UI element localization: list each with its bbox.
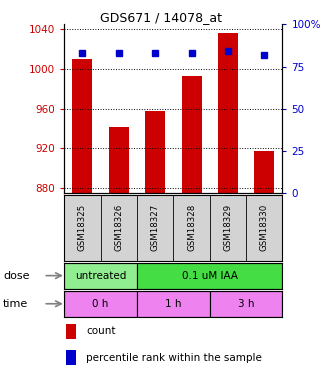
Bar <box>64 291 137 317</box>
Text: GSM18328: GSM18328 <box>187 204 196 251</box>
Bar <box>109 127 129 193</box>
Bar <box>210 291 282 317</box>
Bar <box>218 33 238 193</box>
Bar <box>137 291 210 317</box>
Text: untreated: untreated <box>75 271 126 280</box>
Text: time: time <box>3 299 29 309</box>
Text: percentile rank within the sample: percentile rank within the sample <box>86 352 262 363</box>
Bar <box>137 262 282 289</box>
Bar <box>64 262 137 289</box>
Text: GSM18327: GSM18327 <box>151 204 160 251</box>
Text: GSM18326: GSM18326 <box>114 204 123 251</box>
Bar <box>145 111 165 193</box>
Text: dose: dose <box>3 271 30 280</box>
Text: GSM18325: GSM18325 <box>78 204 87 251</box>
Bar <box>254 152 274 193</box>
Text: GDS671 / 14078_at: GDS671 / 14078_at <box>100 11 221 24</box>
Text: count: count <box>86 326 116 336</box>
Bar <box>66 324 75 339</box>
Text: 3 h: 3 h <box>238 299 254 309</box>
Bar <box>73 59 92 193</box>
Text: 0 h: 0 h <box>92 299 109 309</box>
Text: 0.1 uM IAA: 0.1 uM IAA <box>182 271 238 280</box>
Bar <box>182 76 202 193</box>
Text: GSM18329: GSM18329 <box>223 204 232 251</box>
Bar <box>66 350 75 365</box>
Text: 1 h: 1 h <box>165 299 182 309</box>
Text: GSM18330: GSM18330 <box>260 204 269 251</box>
